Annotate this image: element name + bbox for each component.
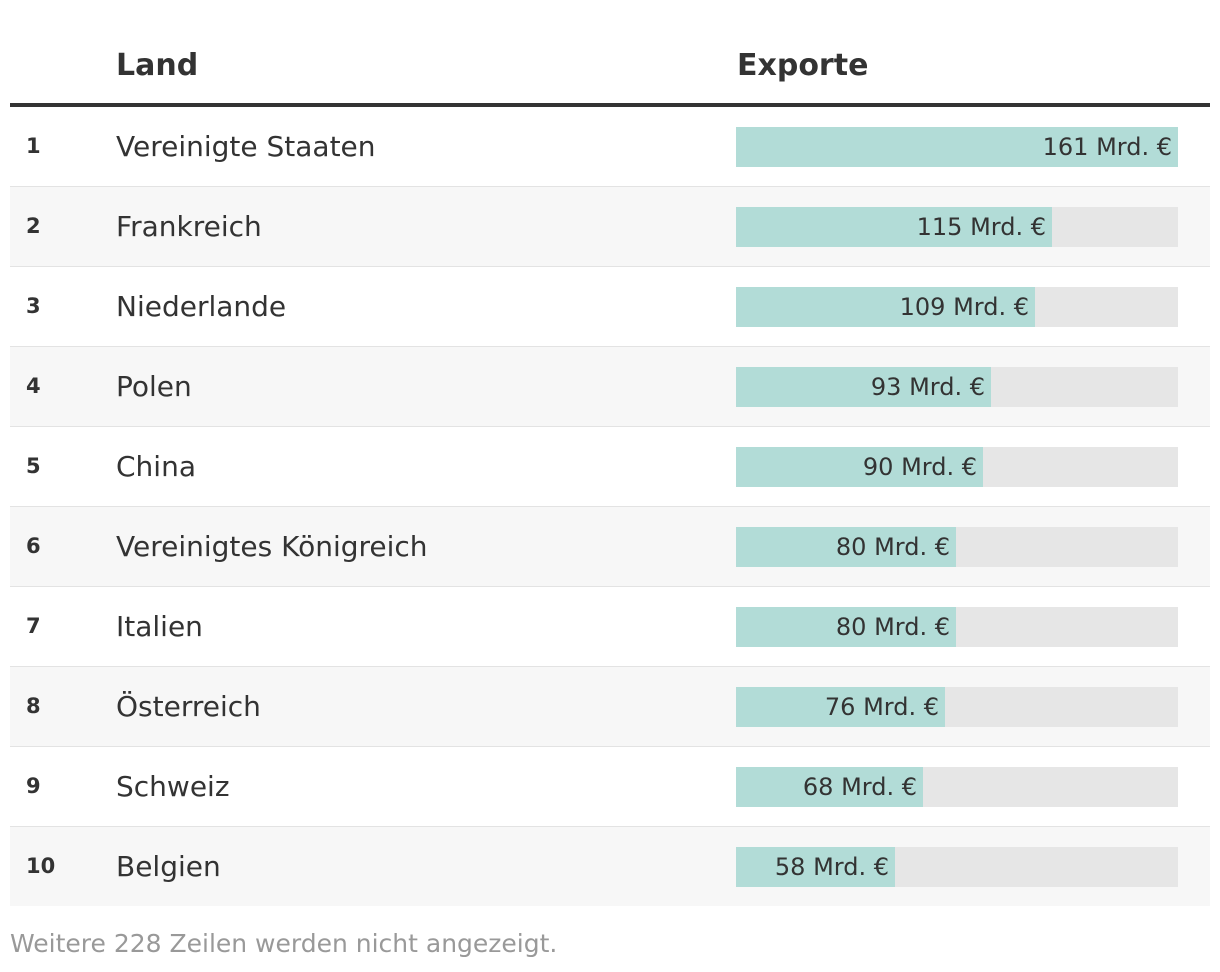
rank-cell: 3 (26, 294, 41, 318)
export-bar: 58 Mrd. € (736, 847, 895, 887)
country-cell: Österreich (116, 690, 261, 723)
table-row: 10 Belgien 58 Mrd. € (10, 827, 1210, 906)
export-value-label: 161 Mrd. € (1042, 133, 1172, 161)
export-bar: 115 Mrd. € (736, 207, 1052, 247)
export-bar: 161 Mrd. € (736, 127, 1178, 167)
export-bar-track: 58 Mrd. € (736, 847, 1178, 887)
export-value-label: 115 Mrd. € (916, 213, 1046, 241)
column-header-exporte[interactable]: Exporte (737, 48, 869, 83)
export-value-label: 90 Mrd. € (862, 453, 977, 481)
country-cell: China (116, 450, 196, 483)
rank-cell: 8 (26, 694, 41, 718)
export-bar-track: 68 Mrd. € (736, 767, 1178, 807)
export-value-label: 80 Mrd. € (835, 613, 950, 641)
export-bar-track: 93 Mrd. € (736, 367, 1178, 407)
export-value-label: 58 Mrd. € (774, 853, 889, 881)
export-bar: 93 Mrd. € (736, 367, 991, 407)
table-header: Land Exporte (10, 0, 1210, 107)
rank-cell: 6 (26, 534, 41, 558)
export-bar: 80 Mrd. € (736, 527, 956, 567)
export-bar-track: 90 Mrd. € (736, 447, 1178, 487)
table-row: 4 Polen 93 Mrd. € (10, 347, 1210, 427)
export-bar: 109 Mrd. € (736, 287, 1035, 327)
export-bar: 80 Mrd. € (736, 607, 956, 647)
exports-table: Land Exporte 1 Vereinigte Staaten 161 Mrd.… (10, 0, 1210, 906)
export-bar-track: 115 Mrd. € (736, 207, 1178, 247)
export-bar-track: 161 Mrd. € (736, 127, 1178, 167)
table-body: 1 Vereinigte Staaten 161 Mrd. € 2 Frankreich… (10, 107, 1210, 906)
rank-cell: 7 (26, 614, 41, 638)
export-bar-track: 80 Mrd. € (736, 527, 1178, 567)
table-row: 8 Österreich 76 Mrd. € (10, 667, 1210, 747)
rank-cell: 4 (26, 374, 41, 398)
export-value-label: 80 Mrd. € (835, 533, 950, 561)
export-value-label: 68 Mrd. € (802, 773, 917, 801)
country-cell: Schweiz (116, 770, 230, 803)
table-row: 1 Vereinigte Staaten 161 Mrd. € (10, 107, 1210, 187)
export-value-label: 109 Mrd. € (899, 293, 1029, 321)
country-cell: Polen (116, 370, 192, 403)
export-bar-track: 109 Mrd. € (736, 287, 1178, 327)
export-bar: 90 Mrd. € (736, 447, 983, 487)
country-cell: Niederlande (116, 290, 287, 323)
rank-cell: 2 (26, 214, 41, 238)
rank-cell: 10 (26, 854, 56, 878)
table-row: 9 Schweiz 68 Mrd. € (10, 747, 1210, 827)
country-cell: Vereinigte Staaten (116, 130, 376, 163)
rank-cell: 9 (26, 774, 41, 798)
table-row: 6 Vereinigtes Königreich 80 Mrd. € (10, 507, 1210, 587)
rank-cell: 1 (26, 134, 41, 158)
export-bar: 68 Mrd. € (736, 767, 923, 807)
export-bar: 76 Mrd. € (736, 687, 945, 727)
table-row: 2 Frankreich 115 Mrd. € (10, 187, 1210, 267)
export-value-label: 76 Mrd. € (824, 693, 939, 721)
country-cell: Frankreich (116, 210, 262, 243)
table-row: 3 Niederlande 109 Mrd. € (10, 267, 1210, 347)
country-cell: Vereinigtes Königreich (116, 530, 428, 563)
country-cell: Belgien (116, 850, 221, 883)
table-row: 7 Italien 80 Mrd. € (10, 587, 1210, 667)
table-row: 5 China 90 Mrd. € (10, 427, 1210, 507)
column-header-land[interactable]: Land (116, 48, 199, 83)
export-value-label: 93 Mrd. € (870, 373, 985, 401)
export-bar-track: 80 Mrd. € (736, 607, 1178, 647)
rank-cell: 5 (26, 454, 41, 478)
country-cell: Italien (116, 610, 203, 643)
export-bar-track: 76 Mrd. € (736, 687, 1178, 727)
hidden-rows-note: Weitere 228 Zeilen werden nicht angezeig… (10, 929, 558, 958)
